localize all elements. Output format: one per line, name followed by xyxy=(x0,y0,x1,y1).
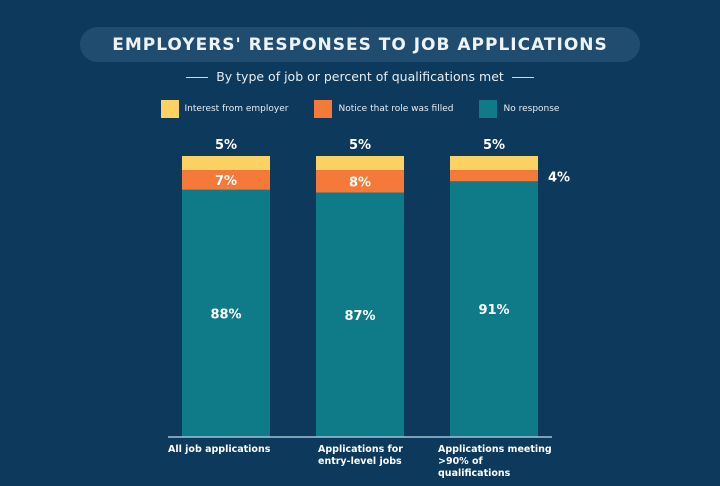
bar-segment-no-response xyxy=(182,189,270,437)
data-label: 91% xyxy=(478,303,509,318)
legend-swatch xyxy=(479,100,498,118)
chart-subtitle: By type of job or percent of qualificati… xyxy=(216,69,504,84)
bar-segment-no-response xyxy=(316,192,404,437)
divider xyxy=(186,77,209,78)
category-label: Applications for entry-level jobs xyxy=(318,444,403,467)
data-label: 8% xyxy=(349,175,371,190)
category-label: All job applications xyxy=(168,444,271,455)
legend-label: Notice that role was filled xyxy=(338,104,454,114)
legend-item-notice: Notice that role was filled xyxy=(314,100,453,118)
legend-item-interest: Interest from employer xyxy=(160,100,289,118)
category-label: Applications meeting >90% of qualificati… xyxy=(438,444,552,479)
bar-segment-notice-that-role-was-filled xyxy=(450,170,538,182)
divider xyxy=(511,77,534,78)
title-pill: EMPLOYERS' RESPONSES TO JOB APPLICATIONS xyxy=(80,27,640,62)
data-label: 5% xyxy=(483,138,505,153)
legend: Interest from employer Notice that role … xyxy=(0,100,720,118)
bar-segment-notice-that-role-was-filled xyxy=(182,170,270,190)
legend-swatch xyxy=(314,100,333,118)
data-label: 5% xyxy=(215,138,237,153)
bar-segment-no-response xyxy=(450,181,538,437)
bar-segment-notice-that-role-was-filled xyxy=(316,170,404,193)
legend-swatch xyxy=(160,100,179,118)
bar-segment-interest-from-employer xyxy=(316,156,404,171)
bar-segment-interest-from-employer xyxy=(182,156,270,171)
legend-label: Interest from employer xyxy=(184,104,289,114)
data-label: 88% xyxy=(210,307,241,322)
data-label: 7% xyxy=(215,174,237,189)
chart-title: EMPLOYERS' RESPONSES TO JOB APPLICATIONS xyxy=(112,34,608,55)
data-label: 87% xyxy=(344,309,375,324)
subtitle-row: By type of job or percent of qualificati… xyxy=(0,69,720,84)
legend-label: No response xyxy=(503,104,560,114)
bar-segment-interest-from-employer xyxy=(450,156,538,171)
data-label: 5% xyxy=(349,138,371,153)
legend-item-no-response: No response xyxy=(479,100,559,118)
data-label: 4% xyxy=(548,171,570,186)
